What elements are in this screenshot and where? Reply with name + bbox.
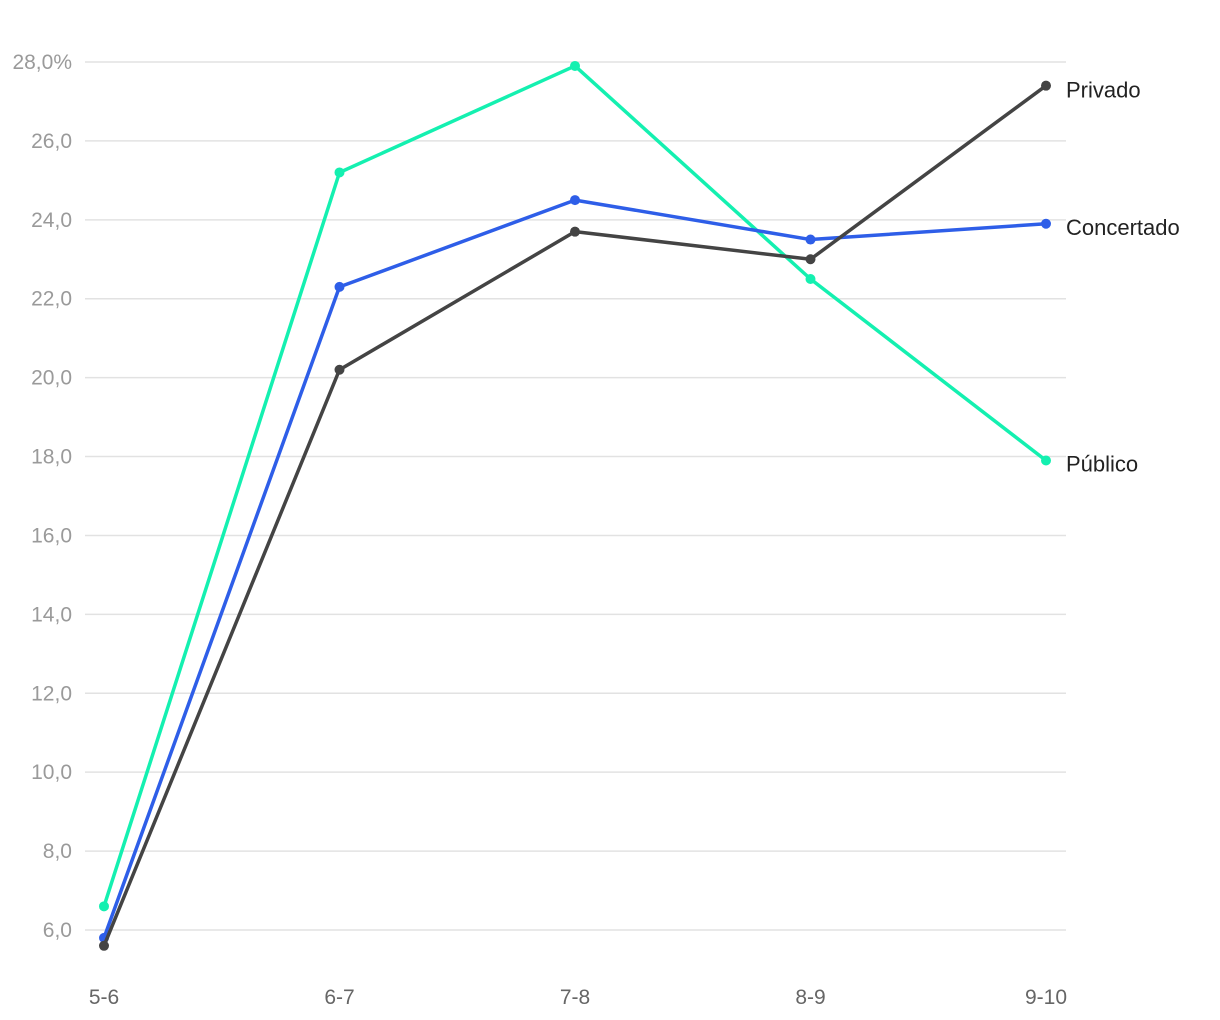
data-point — [99, 901, 109, 912]
x-axis-ticks: 5-6 6-7 7-8 8-9 9-10 — [89, 986, 1067, 1009]
data-point — [1041, 455, 1051, 466]
data-point — [1041, 218, 1051, 229]
data-point — [805, 274, 816, 284]
y-tick-label: 22,0 — [31, 288, 72, 311]
x-tick-label: 5-6 — [89, 986, 119, 1009]
data-point — [1041, 80, 1051, 91]
y-tick-label: 12,0 — [31, 682, 72, 705]
series-concertado — [99, 195, 1051, 943]
y-tick-label: 18,0 — [31, 446, 72, 469]
y-tick-label: 26,0 — [31, 130, 72, 153]
grid-lines — [85, 61, 1066, 931]
series-privado — [99, 80, 1051, 951]
series-line — [102, 198, 1048, 940]
y-tick-label: 16,0 — [31, 524, 72, 547]
data-point — [99, 940, 109, 951]
series-label: Concertado — [1066, 215, 1180, 240]
y-tick-label: 28,0% — [12, 51, 72, 74]
data-point — [570, 195, 580, 206]
series-labels: Público Concertado Privado — [1066, 78, 1180, 477]
y-tick-label: 20,0 — [31, 367, 72, 390]
data-point — [570, 226, 580, 237]
y-axis-ticks: 6,0 8,0 10,0 12,0 14,0 16,0 18,0 20,0 22,0 24,0 26… — [12, 51, 72, 942]
x-tick-label: 9-10 — [1025, 986, 1067, 1009]
data-point — [805, 234, 816, 245]
data-point — [334, 364, 345, 375]
x-tick-label: 7-8 — [560, 986, 590, 1009]
series-label: Público — [1066, 451, 1138, 476]
x-tick-label: 6-7 — [324, 986, 354, 1009]
y-tick-label: 8,0 — [43, 840, 72, 863]
y-tick-label: 10,0 — [31, 761, 72, 784]
data-point — [334, 167, 345, 178]
y-tick-label: 14,0 — [31, 603, 72, 626]
y-tick-label: 6,0 — [43, 919, 72, 942]
series-label: Privado — [1066, 78, 1141, 103]
y-tick-label: 24,0 — [31, 209, 72, 232]
series-lines — [99, 60, 1051, 951]
series-line — [102, 83, 1048, 948]
series-público — [99, 60, 1051, 912]
data-point — [570, 60, 580, 71]
data-point — [805, 254, 816, 265]
data-point — [334, 281, 345, 292]
x-tick-label: 8-9 — [795, 986, 825, 1009]
